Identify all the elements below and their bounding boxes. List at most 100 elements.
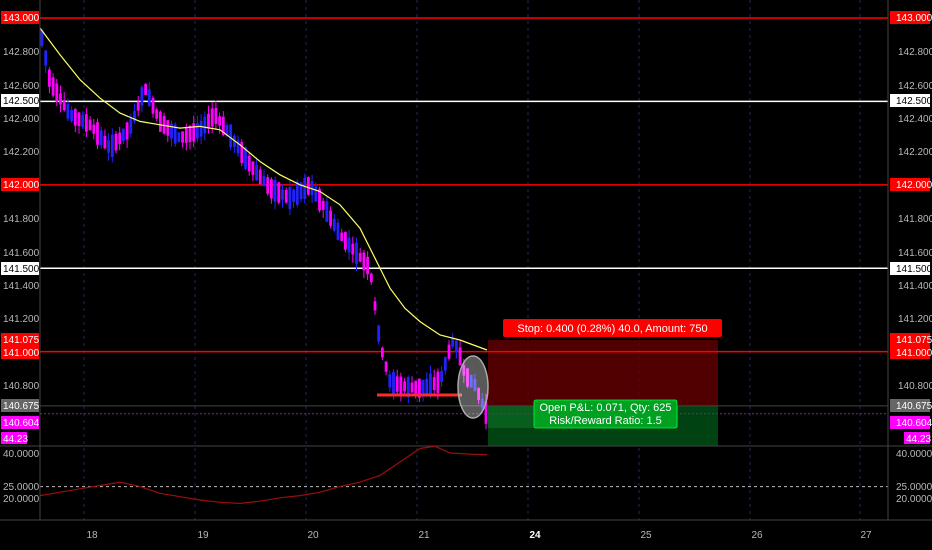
candle-body-107 (436, 371, 440, 394)
osc-tick-25-right: 25.0000 (896, 482, 932, 493)
candle-body-87 (362, 252, 366, 271)
oscillator-axis: 40.0000 40.0000 25.0000 25.0000 20.0000 … (3, 449, 932, 505)
candle-body-22 (122, 128, 125, 141)
candle-body-62 (270, 179, 273, 199)
candle-body-102 (418, 378, 421, 398)
time-tick-26: 26 (751, 530, 763, 541)
candle-body-88 (366, 256, 369, 275)
candle-body-85 (355, 242, 358, 264)
candle-body-27 (140, 87, 144, 106)
candle-body-83 (347, 237, 351, 253)
candle-body-58 (255, 164, 258, 181)
tag-140675: 140.675 (3, 401, 40, 412)
candle-body-86 (358, 253, 362, 262)
candle-body-60 (262, 176, 266, 187)
candle-body-90 (373, 301, 377, 311)
candle-body-65 (281, 189, 284, 200)
moving-average-line (39, 27, 488, 351)
horizontal-lines (40, 17, 888, 415)
candle-body-64 (277, 182, 281, 203)
highlight-ellipse[interactable] (457, 355, 489, 419)
right-price-axis[interactable]: 142.800 142.600 142.400 142.200 141.800 … (898, 47, 932, 392)
time-tick-24: 24 (529, 530, 541, 541)
oscillator-pane (0, 445, 932, 505)
candle-body-105 (429, 373, 432, 397)
candle-body-30 (151, 97, 155, 114)
line-tags: 143.000 143.000 142.500 142.500 142.000 … (1, 11, 932, 445)
candle-body-91 (377, 325, 381, 342)
candle-body-78 (329, 210, 332, 226)
candle-body-95 (392, 371, 395, 394)
candle-body-8 (70, 110, 73, 122)
tag-141075-right: 141.075 (896, 335, 932, 346)
candle-body-119 (480, 398, 484, 408)
candle-body-72 (307, 177, 310, 195)
osc-tick-20-right: 20.0000 (896, 494, 932, 505)
tag-141500-right: 141.500 (896, 264, 932, 275)
candle-body-38 (181, 131, 184, 143)
time-tick-20: 20 (307, 530, 319, 541)
candle-body-89 (369, 273, 373, 283)
tag-142500-right: 142.500 (896, 96, 932, 107)
time-tick-27: 27 (860, 530, 872, 541)
candle-body-74 (314, 186, 318, 202)
candle-body-76 (321, 200, 325, 210)
candle-body-48 (218, 116, 221, 126)
candle-body-32 (159, 111, 162, 132)
tag-141500: 141.500 (3, 264, 40, 275)
candle-body-57 (251, 161, 255, 175)
price-tick-9: 140.800 (3, 381, 40, 392)
candle-body-37 (177, 132, 181, 142)
price-tick-7: 141.400 (3, 281, 40, 292)
candle-body-11 (81, 115, 85, 128)
candle-body-50 (225, 125, 229, 137)
candle-body-21 (118, 132, 122, 145)
candle-body-40 (188, 125, 192, 143)
price-tick-1: 142.800 (3, 47, 40, 58)
price-tick-5-right: 141.800 (898, 214, 932, 225)
candle-body-19 (110, 134, 114, 157)
time-axis[interactable]: 18 19 20 21 24 25 26 27 (86, 530, 872, 541)
candle-body-94 (388, 374, 392, 388)
candle-body-70 (299, 182, 303, 200)
osc-tick-25: 25.0000 (3, 482, 40, 493)
left-price-axis[interactable]: 142.800 142.600 142.400 142.200 141.800 … (3, 47, 40, 392)
candle-body-14 (92, 124, 96, 134)
price-tick-5: 141.800 (3, 214, 40, 225)
candle-body-15 (96, 122, 99, 145)
candle-body-97 (399, 376, 403, 395)
grid (83, 0, 861, 520)
candle-body-61 (266, 177, 270, 194)
candle-body-55 (244, 147, 247, 169)
price-tick-1-right: 142.800 (898, 47, 932, 58)
candle-body-7 (66, 103, 70, 119)
tag-140604-right: 140.604 (896, 418, 932, 429)
candle-body-39 (184, 128, 188, 143)
candle-body-114 (462, 365, 466, 376)
tag-142000-right: 142.000 (896, 180, 932, 191)
tag-142500: 142.500 (3, 96, 40, 107)
candle-body-79 (332, 218, 336, 231)
candle-body-43 (199, 120, 203, 137)
tag-143000-right: 143.000 (896, 13, 932, 24)
tag-143000: 143.000 (3, 13, 40, 24)
time-tick-19: 19 (197, 530, 209, 541)
candle-body-71 (303, 177, 307, 199)
price-tick-7-right: 141.400 (898, 281, 932, 292)
candle-body-93 (384, 361, 388, 372)
candle-body-24 (129, 118, 133, 134)
candle-body-96 (395, 376, 399, 392)
candle-body-26 (136, 101, 140, 111)
candle-body-0 (40, 30, 44, 46)
candle-body-110 (447, 344, 451, 359)
candle-body-109 (443, 357, 447, 371)
svg-text:Risk/Reward Ratio: 1.5: Risk/Reward Ratio: 1.5 (549, 415, 662, 427)
candle-body-9 (73, 109, 77, 126)
candle-body-111 (451, 338, 455, 347)
osc-tick-20: 20.0000 (3, 494, 40, 505)
price-tick-9-right: 140.800 (898, 381, 932, 392)
candle-body-66 (284, 190, 288, 203)
position-tool[interactable] (488, 340, 718, 446)
